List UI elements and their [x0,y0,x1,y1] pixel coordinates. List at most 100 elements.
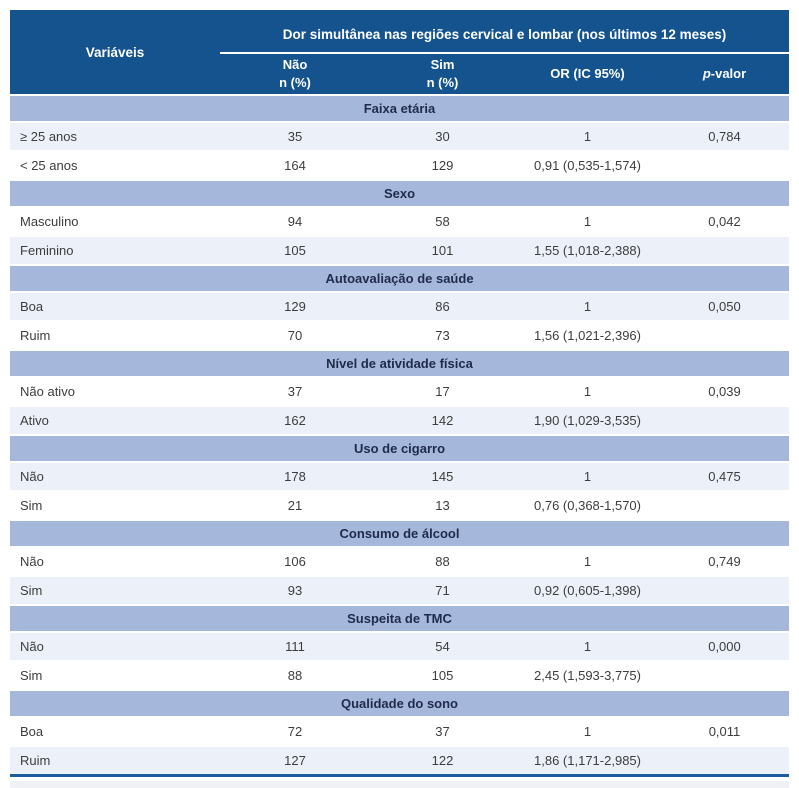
cell-p [660,576,789,606]
section-title: Faixa etária [10,94,789,123]
table-row: Boa 72 37 1 0,011 [10,717,789,747]
cell-sim: 105 [370,661,515,691]
column-header-sim-line1: Sim [430,56,455,72]
table-row: ≥ 25 anos 35 30 1 0,784 [10,122,789,152]
cell-nao: 162 [220,406,370,436]
row-label: Masculino [10,207,220,237]
cell-or: 0,91 (0,535-1,574) [515,151,660,181]
section-title: Consumo de álcool [10,519,789,548]
cell-p: 0,784 [660,122,789,152]
cell-sim: 17 [370,377,515,407]
section-row: Uso de cigarro [10,434,789,463]
cell-sim: 54 [370,632,515,662]
section-title: Sexo [10,179,789,208]
section-row: Nível de atividade física [10,349,789,378]
cell-sim: 30 [370,122,515,152]
cell-or: 0,76 (0,368-1,570) [515,491,660,521]
cell-p: 0,039 [660,377,789,407]
cell-sim: 142 [370,406,515,436]
cell-sim: 88 [370,547,515,577]
row-label: Não [10,462,220,492]
cell-nao: 178 [220,462,370,492]
column-header-pvalor: p-valor [660,53,789,95]
cell-p: 0,042 [660,207,789,237]
table-header: Variáveis Dor simultânea nas regiões cer… [10,10,789,95]
cell-nao: 164 [220,151,370,181]
header-row-span: Variáveis Dor simultânea nas regiões cer… [10,10,789,95]
column-header-sim-line2: n (%) [426,75,459,90]
header-row-sub: Não n (%) Sim n (%) OR (IC 95%) p-valor [10,53,789,95]
cell-sim: 58 [370,207,515,237]
column-header-nao-line2: n (%) [279,75,311,90]
spanning-header-title: Dor simultânea nas regiões cervical e lo… [220,10,789,54]
table-row: Masculino 94 58 1 0,042 [10,207,789,237]
row-label: Sim [10,491,220,521]
cell-p [660,491,789,521]
cell-p: 0,475 [660,462,789,492]
cell-nao: 70 [220,321,370,351]
cell-nao: 93 [220,576,370,606]
table-row: Ruim 127 122 1,86 (1,171-2,985) [10,746,789,776]
cell-p [660,321,789,351]
section-row: Sexo [10,179,789,208]
column-header-nao-line1: Não [282,56,308,72]
row-label: Sim [10,576,220,606]
cell-p [660,151,789,181]
cell-p [660,661,789,691]
row-label: Não [10,547,220,577]
cell-or: 1 [515,207,660,237]
cell-sim: 129 [370,151,515,181]
cell-sim: 122 [370,746,515,776]
cell-sim: 86 [370,292,515,322]
row-label: Não ativo [10,377,220,407]
column-header-p-italic: p [702,65,711,81]
statistics-table: Variáveis Dor simultânea nas regiões cer… [10,10,789,777]
table-row: Sim 21 13 0,76 (0,368-1,570) [10,491,789,521]
row-label: Ativo [10,406,220,436]
cell-sim: 101 [370,236,515,266]
cell-sim: 73 [370,321,515,351]
cell-or: 2,45 (1,593-3,775) [515,661,660,691]
column-header-nao: Não n (%) [220,53,370,95]
cell-nao: 127 [220,746,370,776]
cell-nao: 88 [220,661,370,691]
section-row: Faixa etária [10,94,789,123]
column-header-variaveis: Variáveis [10,10,220,95]
cell-or: 0,92 (0,605-1,398) [515,576,660,606]
cell-or: 1 [515,122,660,152]
section-title: Autoavaliação de saúde [10,264,789,293]
cell-or: 1 [515,632,660,662]
table-row: Ativo 162 142 1,90 (1,029-3,535) [10,406,789,436]
cell-nao: 21 [220,491,370,521]
column-header-or-label: OR (IC 95%) [550,65,625,81]
section-title: Qualidade do sono [10,689,789,718]
cell-nao: 72 [220,717,370,747]
cell-nao: 94 [220,207,370,237]
row-label: Ruim [10,746,220,776]
section-row: Suspeita de TMC [10,604,789,633]
section-row: Autoavaliação de saúde [10,264,789,293]
cell-or: 1,56 (1,021-2,396) [515,321,660,351]
table-row: Sim 88 105 2,45 (1,593-3,775) [10,661,789,691]
cell-p: 0,000 [660,632,789,662]
column-header-sim: Sim n (%) [370,53,515,95]
row-label: Feminino [10,236,220,266]
cell-or: 1 [515,292,660,322]
table-row: Não 111 54 1 0,000 [10,632,789,662]
cell-or: 1 [515,547,660,577]
table-row: Não 178 145 1 0,475 [10,462,789,492]
row-label: Boa [10,717,220,747]
cell-p: 0,011 [660,717,789,747]
row-label: Ruim [10,321,220,351]
cell-or: 1 [515,717,660,747]
column-header-or: OR (IC 95%) [515,53,660,95]
cell-or: 1,90 (1,029-3,535) [515,406,660,436]
cell-or: 1,55 (1,018-2,388) [515,236,660,266]
cell-or: 1 [515,462,660,492]
row-label: Boa [10,292,220,322]
section-title: Nível de atividade física [10,349,789,378]
table-row: Não ativo 37 17 1 0,039 [10,377,789,407]
cell-or: 1,86 (1,171-2,985) [515,746,660,776]
cell-nao: 35 [220,122,370,152]
cell-sim: 13 [370,491,515,521]
